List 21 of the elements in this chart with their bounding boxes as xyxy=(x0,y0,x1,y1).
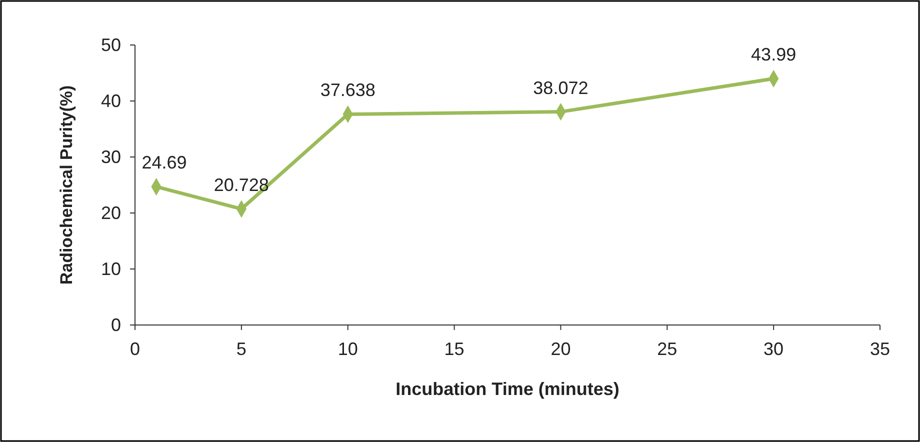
y-tick-label: 20 xyxy=(100,203,121,223)
x-tick-label: 10 xyxy=(338,339,358,359)
y-tick-label: 40 xyxy=(100,91,121,111)
y-axis-title: Radiochemical Purity(%) xyxy=(57,85,76,285)
y-tick-label: 10 xyxy=(100,259,121,279)
data-label: 43.99 xyxy=(751,44,796,65)
data-label: 37.638 xyxy=(320,80,376,100)
y-tick-label: 50 xyxy=(100,35,121,55)
y-tick-label: 0 xyxy=(110,315,121,335)
x-tick-label: 25 xyxy=(657,339,678,359)
x-axis-title: Incubation Time (minutes) xyxy=(396,379,620,399)
x-tick-label: 0 xyxy=(130,339,140,359)
data-label: 20.728 xyxy=(214,174,269,195)
x-tick-label: 15 xyxy=(444,339,464,359)
x-tick-label: 35 xyxy=(870,339,890,359)
x-tick-label: 5 xyxy=(236,339,246,359)
x-tick-label: 20 xyxy=(550,339,571,359)
y-tick-label: 30 xyxy=(100,147,121,167)
data-label: 38.072 xyxy=(533,78,588,98)
x-tick-label: 30 xyxy=(764,339,784,359)
data-label: 24.69 xyxy=(142,152,187,173)
